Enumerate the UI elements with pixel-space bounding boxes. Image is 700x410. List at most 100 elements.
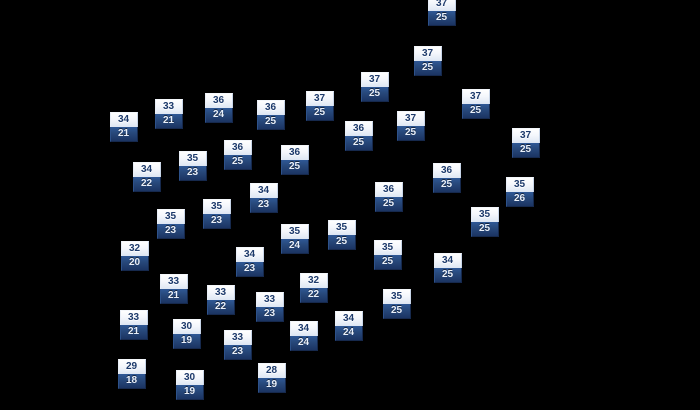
temperature-marker[interactable]: 35 26 xyxy=(506,177,534,207)
marker-high-temp: 37 xyxy=(428,0,456,11)
marker-low-temp: 25 xyxy=(345,136,373,151)
marker-high-temp: 34 xyxy=(335,311,363,326)
marker-low-temp: 21 xyxy=(160,289,188,304)
temperature-marker[interactable]: 35 25 xyxy=(383,289,411,319)
marker-high-temp: 28 xyxy=(258,363,286,378)
temperature-marker[interactable]: 34 23 xyxy=(236,247,264,277)
marker-high-temp: 35 xyxy=(374,240,402,255)
marker-high-temp: 36 xyxy=(433,163,461,178)
marker-high-temp: 33 xyxy=(160,274,188,289)
temperature-marker[interactable]: 34 22 xyxy=(133,162,161,192)
marker-low-temp: 19 xyxy=(258,378,286,393)
temperature-marker[interactable]: 36 25 xyxy=(345,121,373,151)
marker-high-temp: 36 xyxy=(345,121,373,136)
temperature-marker[interactable]: 36 24 xyxy=(205,93,233,123)
marker-low-temp: 23 xyxy=(203,214,231,229)
marker-high-temp: 37 xyxy=(512,128,540,143)
marker-high-temp: 35 xyxy=(203,199,231,214)
temperature-marker[interactable]: 36 25 xyxy=(257,100,285,130)
temperature-marker[interactable]: 35 23 xyxy=(203,199,231,229)
marker-high-temp: 35 xyxy=(157,209,185,224)
marker-high-temp: 34 xyxy=(434,253,462,268)
temperature-marker[interactable]: 35 24 xyxy=(281,224,309,254)
marker-high-temp: 35 xyxy=(471,207,499,222)
temperature-marker[interactable]: 37 25 xyxy=(428,0,456,26)
marker-high-temp: 30 xyxy=(176,370,204,385)
temperature-marker[interactable]: 34 24 xyxy=(290,321,318,351)
marker-high-temp: 30 xyxy=(173,319,201,334)
marker-high-temp: 34 xyxy=(250,183,278,198)
marker-high-temp: 37 xyxy=(306,91,334,106)
marker-low-temp: 20 xyxy=(121,256,149,271)
marker-low-temp: 25 xyxy=(512,143,540,158)
marker-high-temp: 32 xyxy=(300,273,328,288)
marker-low-temp: 25 xyxy=(433,178,461,193)
marker-high-temp: 35 xyxy=(506,177,534,192)
temperature-marker[interactable]: 36 25 xyxy=(224,140,252,170)
temperature-marker[interactable]: 34 24 xyxy=(335,311,363,341)
marker-high-temp: 37 xyxy=(414,46,442,61)
marker-high-temp: 34 xyxy=(290,321,318,336)
temperature-marker[interactable]: 37 25 xyxy=(512,128,540,158)
marker-high-temp: 35 xyxy=(328,220,356,235)
marker-high-temp: 34 xyxy=(110,112,138,127)
temperature-marker[interactable]: 33 21 xyxy=(155,99,183,129)
marker-low-temp: 24 xyxy=(335,326,363,341)
marker-high-temp: 33 xyxy=(120,310,148,325)
temperature-marker[interactable]: 28 19 xyxy=(258,363,286,393)
temperature-marker[interactable]: 35 25 xyxy=(374,240,402,270)
marker-low-temp: 21 xyxy=(110,127,138,142)
marker-high-temp: 33 xyxy=(155,99,183,114)
temperature-marker[interactable]: 33 21 xyxy=(160,274,188,304)
temperature-marker[interactable]: 33 23 xyxy=(256,292,284,322)
marker-high-temp: 35 xyxy=(281,224,309,239)
marker-high-temp: 34 xyxy=(133,162,161,177)
marker-low-temp: 18 xyxy=(118,374,146,389)
marker-high-temp: 33 xyxy=(224,330,252,345)
temperature-marker[interactable]: 36 25 xyxy=(281,145,309,175)
marker-high-temp: 35 xyxy=(179,151,207,166)
marker-low-temp: 23 xyxy=(236,262,264,277)
marker-low-temp: 25 xyxy=(361,87,389,102)
temperature-marker[interactable]: 33 23 xyxy=(224,330,252,360)
marker-low-temp: 24 xyxy=(281,239,309,254)
temperature-marker[interactable]: 34 21 xyxy=(110,112,138,142)
marker-high-temp: 36 xyxy=(375,182,403,197)
temperature-marker[interactable]: 33 21 xyxy=(120,310,148,340)
marker-high-temp: 29 xyxy=(118,359,146,374)
marker-high-temp: 37 xyxy=(361,72,389,87)
temperature-marker[interactable]: 32 20 xyxy=(121,241,149,271)
marker-low-temp: 25 xyxy=(281,160,309,175)
temperature-marker[interactable]: 37 25 xyxy=(306,91,334,121)
marker-low-temp: 25 xyxy=(383,304,411,319)
temperature-marker[interactable]: 34 25 xyxy=(434,253,462,283)
marker-low-temp: 23 xyxy=(250,198,278,213)
temperature-marker[interactable]: 35 23 xyxy=(179,151,207,181)
temperature-marker[interactable]: 30 19 xyxy=(176,370,204,400)
temperature-marker[interactable]: 29 18 xyxy=(118,359,146,389)
marker-low-temp: 25 xyxy=(375,197,403,212)
marker-low-temp: 25 xyxy=(224,155,252,170)
temperature-marker[interactable]: 37 25 xyxy=(361,72,389,102)
marker-high-temp: 36 xyxy=(205,93,233,108)
temperature-marker[interactable]: 35 25 xyxy=(471,207,499,237)
temperature-marker[interactable]: 35 25 xyxy=(328,220,356,250)
marker-low-temp: 25 xyxy=(471,222,499,237)
marker-low-temp: 25 xyxy=(428,11,456,26)
temperature-marker[interactable]: 35 23 xyxy=(157,209,185,239)
temperature-marker[interactable]: 37 25 xyxy=(462,89,490,119)
temperature-marker[interactable]: 36 25 xyxy=(375,182,403,212)
temperature-marker[interactable]: 37 25 xyxy=(397,111,425,141)
temperature-marker[interactable]: 37 25 xyxy=(414,46,442,76)
marker-low-temp: 25 xyxy=(397,126,425,141)
marker-low-temp: 23 xyxy=(224,345,252,360)
marker-low-temp: 25 xyxy=(414,61,442,76)
marker-low-temp: 23 xyxy=(179,166,207,181)
temperature-marker[interactable]: 33 22 xyxy=(207,285,235,315)
temperature-marker[interactable]: 32 22 xyxy=(300,273,328,303)
temperature-marker[interactable]: 36 25 xyxy=(433,163,461,193)
marker-high-temp: 33 xyxy=(256,292,284,307)
marker-low-temp: 25 xyxy=(306,106,334,121)
temperature-marker[interactable]: 34 23 xyxy=(250,183,278,213)
temperature-marker[interactable]: 30 19 xyxy=(173,319,201,349)
